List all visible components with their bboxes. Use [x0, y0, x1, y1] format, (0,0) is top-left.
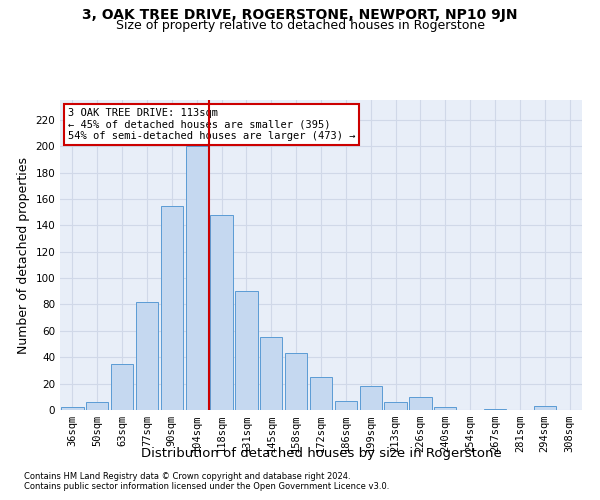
Bar: [484, 408, 506, 410]
Bar: [409, 397, 431, 410]
Bar: [285, 354, 307, 410]
Text: Distribution of detached houses by size in Rogerstone: Distribution of detached houses by size …: [140, 448, 502, 460]
Text: 3, OAK TREE DRIVE, ROGERSTONE, NEWPORT, NP10 9JN: 3, OAK TREE DRIVE, ROGERSTONE, NEWPORT, …: [82, 8, 518, 22]
Bar: [385, 402, 407, 410]
Bar: [86, 402, 109, 410]
Bar: [434, 408, 457, 410]
Text: Contains public sector information licensed under the Open Government Licence v3: Contains public sector information licen…: [24, 482, 389, 491]
Bar: [185, 146, 208, 410]
Bar: [235, 292, 257, 410]
Y-axis label: Number of detached properties: Number of detached properties: [17, 156, 30, 354]
Bar: [335, 401, 357, 410]
Bar: [111, 364, 133, 410]
Bar: [359, 386, 382, 410]
Bar: [161, 206, 183, 410]
Bar: [61, 408, 83, 410]
Text: 3 OAK TREE DRIVE: 113sqm
← 45% of detached houses are smaller (395)
54% of semi-: 3 OAK TREE DRIVE: 113sqm ← 45% of detach…: [68, 108, 355, 141]
Bar: [260, 338, 283, 410]
Bar: [136, 302, 158, 410]
Bar: [310, 377, 332, 410]
Text: Size of property relative to detached houses in Rogerstone: Size of property relative to detached ho…: [115, 19, 485, 32]
Text: Contains HM Land Registry data © Crown copyright and database right 2024.: Contains HM Land Registry data © Crown c…: [24, 472, 350, 481]
Bar: [533, 406, 556, 410]
Bar: [211, 215, 233, 410]
